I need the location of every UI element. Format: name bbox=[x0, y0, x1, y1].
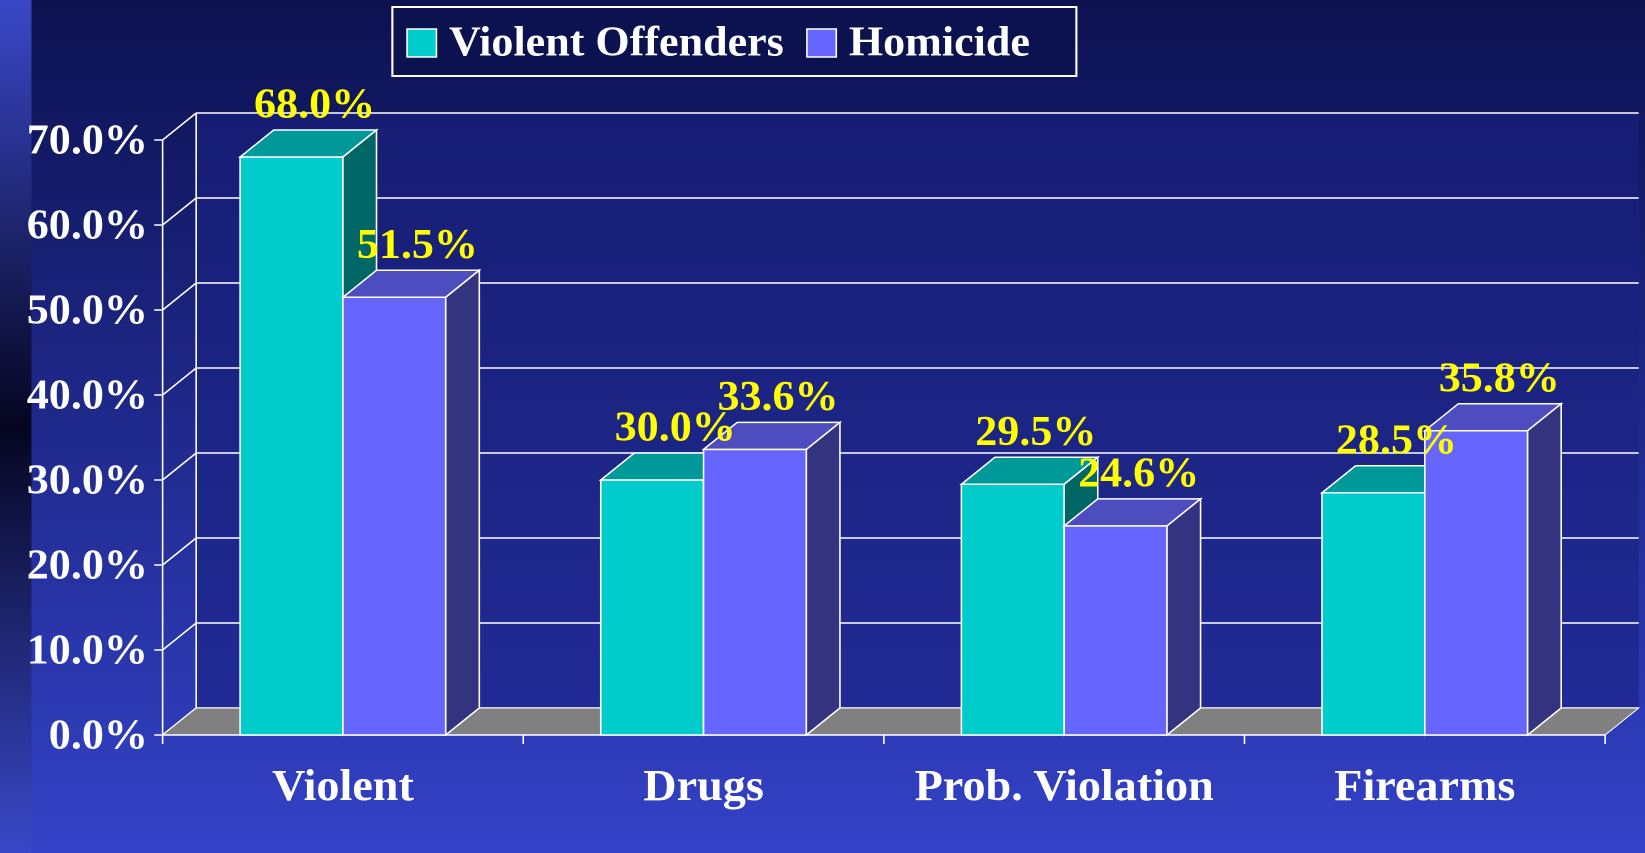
legend-swatch bbox=[406, 28, 438, 58]
bar-side bbox=[1166, 497, 1202, 737]
bar-front bbox=[702, 448, 808, 736]
value-label: 24.6% bbox=[1078, 450, 1199, 496]
back-wall bbox=[196, 113, 1639, 708]
bar-front bbox=[960, 483, 1065, 736]
bar bbox=[701, 420, 843, 737]
y-tick-label: 70.0% bbox=[27, 118, 148, 164]
value-label: 29.5% bbox=[975, 409, 1096, 455]
grid-line-side bbox=[162, 367, 197, 396]
legend-label: Homicide bbox=[849, 20, 1030, 66]
bar-front bbox=[599, 479, 705, 736]
y-tick-label: 60.0% bbox=[27, 203, 148, 249]
side-strip bbox=[0, 0, 32, 853]
x-tick-label: Drugs bbox=[643, 761, 764, 810]
bar bbox=[1062, 497, 1203, 737]
y-tick-label: 50.0% bbox=[27, 288, 148, 334]
bar-front bbox=[342, 296, 447, 736]
bar-front bbox=[1321, 492, 1426, 736]
grid-line-side bbox=[162, 622, 197, 651]
bar-side bbox=[444, 268, 481, 737]
grid-line-side bbox=[162, 537, 197, 566]
value-label: 30.0% bbox=[615, 405, 736, 451]
x-tick-label: Firearms bbox=[1334, 761, 1515, 810]
grid-line-side bbox=[162, 112, 197, 141]
value-label: 28.5% bbox=[1336, 417, 1457, 463]
bar-front bbox=[239, 156, 344, 736]
grid-line-side bbox=[162, 452, 197, 481]
bar bbox=[1422, 402, 1564, 737]
y-tick-label: 10.0% bbox=[27, 628, 148, 674]
x-tick-label: Prob. Violation bbox=[915, 761, 1214, 810]
bar-front bbox=[1063, 525, 1168, 736]
y-tick-label: 40.0% bbox=[27, 373, 148, 419]
legend-label: Violent Offenders bbox=[449, 20, 784, 66]
bar-front bbox=[1424, 429, 1529, 736]
y-tick-label: 0.0% bbox=[49, 713, 148, 759]
bar bbox=[340, 268, 482, 737]
x-tick-label: Violent bbox=[272, 761, 414, 810]
bar-side bbox=[1526, 402, 1562, 737]
legend-swatch bbox=[806, 28, 838, 58]
value-label: 33.6% bbox=[717, 374, 838, 420]
y-tick-label: 20.0% bbox=[27, 543, 148, 589]
grid-line-side bbox=[162, 197, 197, 226]
value-label: 35.8% bbox=[1439, 355, 1560, 401]
legend-box bbox=[391, 6, 1078, 77]
legend: Violent Offenders Homicide bbox=[391, 6, 1078, 77]
grid-line-side bbox=[162, 282, 197, 311]
value-label: 51.5% bbox=[357, 222, 478, 268]
value-label: 68.0% bbox=[254, 82, 375, 128]
y-tick-label: 30.0% bbox=[27, 458, 148, 504]
bar-side bbox=[805, 420, 841, 737]
